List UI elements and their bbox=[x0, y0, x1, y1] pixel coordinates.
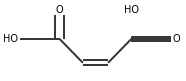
Text: HO: HO bbox=[3, 34, 18, 44]
Text: O: O bbox=[56, 5, 63, 15]
Text: O: O bbox=[173, 34, 180, 44]
Text: HO: HO bbox=[124, 5, 139, 15]
